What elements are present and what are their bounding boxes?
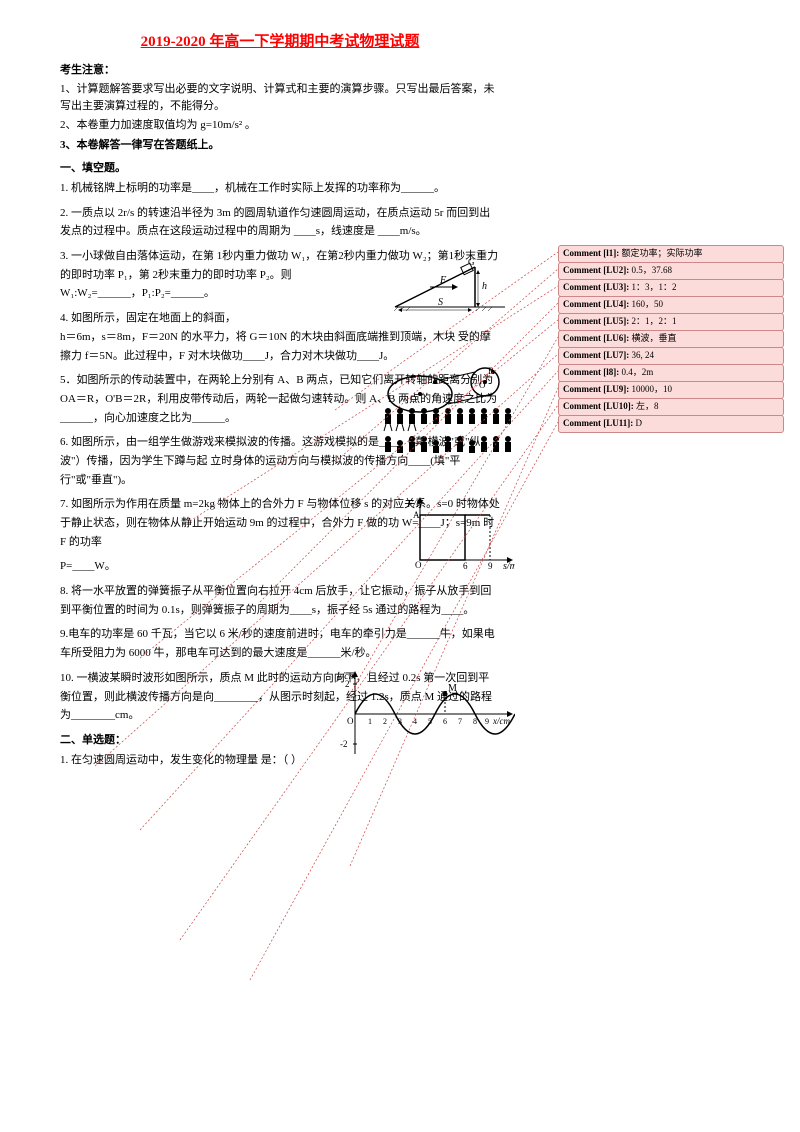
svg-text:G: G	[468, 257, 475, 267]
comment-7[interactable]: Comment [LU7]: 36, 24	[558, 347, 784, 365]
document-page: 2019-2020 年高一下学期期中考试物理试题 考生注意： 1、计算题解答要求…	[0, 0, 540, 796]
svg-text:1: 1	[368, 717, 372, 726]
diagram-incline: F G h S	[390, 257, 510, 312]
comment-5[interactable]: Comment [LU5]: 2：1，2：1	[558, 313, 784, 331]
svg-text:S: S	[438, 297, 443, 308]
question-4: 4. 如图所示，固定在地面上的斜面， h＝6m，s＝8m，F＝20N 的水平力，…	[60, 309, 500, 365]
svg-text:s/m: s/m	[503, 561, 515, 570]
question-3: 3. 一小球做自由落体运动，在第 1秒内重力做功 W₁，在第2秒内重力做功 W₂…	[60, 247, 500, 303]
question-8: 8. 将一水平放置的弹簧振子从平衡位置向右拉开 4cm 后放手，让它振动，振子从…	[60, 582, 500, 619]
q3-text-b: W₁:W₂=______，P₁:P₂=______。	[60, 287, 215, 299]
svg-text:A: A	[413, 510, 420, 520]
question-2: 2. 一质点以 2r/s 的转速沿半径为 3m 的圆周轨道作匀速圆周运动，在质点…	[60, 204, 500, 241]
question-6: 6. 如图所示，由一组学生做游戏来模拟波的传播。这游戏模拟的是____（填"横波…	[60, 433, 500, 489]
question-10: 10. 一横波某瞬时波形如图所示，质点 M 此时的运动方向向下，且经过 0.2s…	[60, 669, 500, 725]
svg-text:h: h	[482, 281, 487, 292]
svg-text:M: M	[448, 683, 457, 694]
svg-text:9: 9	[485, 717, 489, 726]
comment-11[interactable]: Comment [LU11]: D	[558, 415, 784, 433]
q4-text: 4. 如图所示，固定在地面上的斜面，	[60, 312, 236, 324]
question-7: 7. 如图所示为作用在质量 m=2kg 物体上的合外力 F 与物体位移 s 的对…	[60, 495, 500, 551]
section-1-header: 一、填空题。	[60, 159, 500, 175]
comment-2[interactable]: Comment [LU2]: 0.5，37.68	[558, 262, 784, 280]
note-2: 2、本卷重力加速度取值均为 g=10m/s² 。	[60, 117, 500, 134]
question-7b: P=____W。	[60, 557, 500, 576]
svg-text:4: 4	[413, 717, 417, 726]
comment-4[interactable]: Comment [LU4]: 160，50	[558, 296, 784, 314]
svg-text:x/cm: x/cm	[492, 716, 510, 726]
question-1: 1. 机械铭牌上标明的功率是____，机械在工作时实际上发挥的功率称为_____…	[60, 179, 500, 198]
comment-10[interactable]: Comment [LU10]: 左，8	[558, 398, 784, 416]
svg-text:8: 8	[473, 717, 477, 726]
svg-text:3: 3	[398, 717, 402, 726]
svg-text:2: 2	[345, 679, 350, 689]
comment-9[interactable]: Comment [LU9]: 10000，10	[558, 381, 784, 399]
question-mc-1: 1. 在匀速圆周运动中，发生变化的物理量 是：（ ）	[60, 751, 500, 770]
notes-header: 考生注意：	[60, 61, 500, 77]
svg-text:-2: -2	[340, 739, 348, 749]
comment-8[interactable]: Comment [l8]: 0.4，2m	[558, 364, 784, 382]
question-9: 9.电车的功率是 60 千瓦，当它以 6 米/秒的速度前进时，电车的牵引力是__…	[60, 625, 500, 662]
svg-text:F: F	[439, 275, 447, 286]
diagram-wave: M y/cm 2 -2 O 1 2 3 4 5 6 7 8 9 x/cm	[335, 669, 515, 759]
note-1: 1、计算题解答要求写出必要的文字说明、计算式和主要的演算步骤。只写出最后答案，未…	[60, 81, 500, 114]
comment-3[interactable]: Comment [LU3]: 1：3，1：2	[558, 279, 784, 297]
diagram-students	[380, 405, 515, 460]
svg-text:7: 7	[458, 717, 462, 726]
svg-text:6: 6	[443, 717, 447, 726]
svg-text:O: O	[347, 716, 354, 726]
exam-title: 2019-2020 年高一下学期期中考试物理试题	[60, 30, 500, 51]
svg-text:F/N: F/N	[406, 499, 424, 510]
q4-text-b: h＝6m，s＝8m，F＝20N 的水平力，将 G＝10N 的木块由斜面底端推到顶…	[60, 331, 491, 362]
comment-6[interactable]: Comment [LU6]: 横波，垂直	[558, 330, 784, 348]
note-3: 3、本卷解答一律写在答题纸上。	[60, 137, 500, 154]
comment-1[interactable]: Comment [l1]: 额定功率；实际功率	[558, 245, 784, 263]
svg-text:5: 5	[428, 717, 432, 726]
svg-text:2: 2	[383, 717, 387, 726]
